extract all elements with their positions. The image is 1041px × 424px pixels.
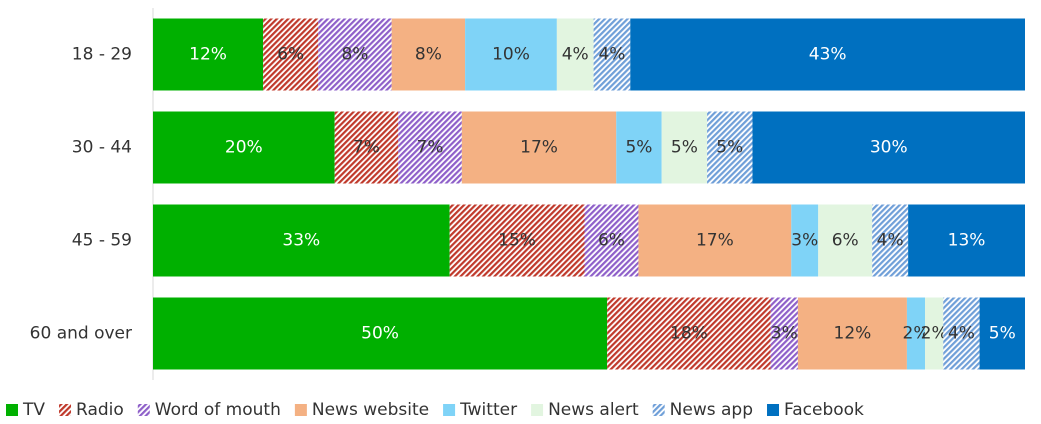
data-label: 4% — [948, 324, 975, 344]
bar-segment — [979, 297, 1025, 370]
legend-label: Radio — [76, 400, 124, 420]
legend-label: Word of mouth — [155, 400, 281, 420]
bar-segment — [153, 111, 335, 184]
data-label: 20% — [225, 138, 263, 158]
legend-label: News app — [670, 400, 753, 420]
bar-segment — [770, 297, 798, 370]
y-tick-label: 60 and over — [30, 324, 132, 344]
legend-swatch — [6, 404, 18, 416]
data-label: 6% — [832, 231, 859, 251]
bar-segment — [925, 297, 944, 370]
bar-segment — [616, 111, 662, 184]
bar-segment — [791, 204, 819, 277]
legend-swatch — [294, 404, 307, 416]
bar-segment — [556, 18, 594, 91]
data-label: 4% — [877, 231, 904, 251]
bar-segment — [263, 18, 319, 91]
data-label: 4% — [562, 45, 589, 65]
y-tick-label: 30 - 44 — [72, 138, 132, 158]
bar-segment — [334, 111, 399, 184]
data-label: 2% — [903, 324, 930, 344]
bar-segment — [661, 111, 708, 184]
legend-label: Facebook — [784, 400, 864, 420]
legend-swatch — [531, 404, 544, 416]
bar-segment — [607, 297, 771, 370]
data-label: 43% — [809, 45, 847, 65]
data-label: 12% — [189, 45, 227, 65]
bar-segment — [908, 204, 1025, 277]
bar-segment — [593, 18, 631, 91]
bar-segment — [630, 18, 1025, 91]
legend-label: TV — [22, 400, 45, 420]
data-label: 17% — [696, 231, 734, 251]
bar-segment — [797, 297, 907, 370]
data-label: 5% — [625, 138, 652, 158]
bar-segment — [153, 204, 450, 277]
data-label: 18% — [670, 324, 708, 344]
bar-segment — [398, 111, 462, 184]
data-label: 33% — [282, 231, 320, 251]
bar-segment — [707, 111, 753, 184]
data-label: 2% — [921, 324, 948, 344]
data-label: 50% — [361, 324, 399, 344]
data-label: 6% — [598, 231, 625, 251]
bar-segment — [584, 204, 639, 277]
bar-segment — [943, 297, 980, 370]
data-label: 3% — [791, 231, 818, 251]
bar-segment — [391, 18, 466, 91]
data-label: 7% — [353, 138, 380, 158]
data-label: 5% — [671, 138, 698, 158]
data-label: 8% — [415, 45, 442, 65]
legend-label: News website — [312, 400, 429, 420]
legend-label: News alert — [548, 400, 639, 420]
data-label: 30% — [870, 138, 908, 158]
bar-segment — [153, 297, 608, 370]
data-label: 5% — [716, 138, 743, 158]
bar-segment — [465, 18, 557, 91]
bar-segment — [818, 204, 873, 277]
data-label: 4% — [598, 45, 625, 65]
bar-segment — [461, 111, 617, 184]
data-label: 12% — [834, 324, 872, 344]
data-label: 13% — [948, 231, 986, 251]
legend-label: Twitter — [459, 400, 517, 420]
legend-swatch — [443, 404, 456, 416]
bar-segment — [906, 297, 926, 370]
data-label: 15% — [498, 231, 536, 251]
data-label: 8% — [341, 45, 368, 65]
legend-swatch — [767, 404, 780, 416]
y-tick-label: 18 - 29 — [72, 45, 132, 65]
data-label: 5% — [989, 324, 1016, 344]
legend-swatch — [137, 404, 150, 416]
legend-swatch — [59, 404, 72, 416]
bar-segment — [638, 204, 792, 277]
data-label: 7% — [417, 138, 444, 158]
y-tick-label: 45 - 59 — [72, 231, 132, 251]
data-label: 6% — [277, 45, 304, 65]
data-label: 10% — [492, 45, 530, 65]
bar-segment — [752, 111, 1025, 184]
bar-segment — [153, 18, 264, 91]
bar-segment — [449, 204, 585, 277]
data-label: 3% — [771, 324, 798, 344]
legend-swatch — [652, 404, 665, 416]
data-label: 17% — [520, 138, 558, 158]
bar-segment — [318, 18, 392, 91]
bar-segment — [872, 204, 909, 277]
